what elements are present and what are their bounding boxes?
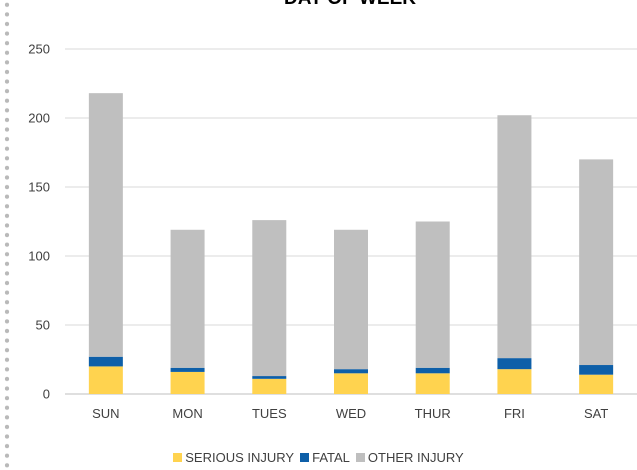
- bar-sat-serious-injury: [579, 374, 614, 394]
- x-tick-label: WED: [336, 406, 366, 421]
- bar-sat-other-injury: [579, 159, 614, 366]
- bar-tues-serious-injury: [252, 378, 287, 394]
- x-tick-label: FRI: [504, 406, 525, 421]
- bar-fri-serious-injury: [497, 369, 532, 394]
- legend-swatch: [173, 453, 183, 462]
- legend-item: SERIOUS INJURY: [173, 450, 294, 465]
- legend-label: FATAL: [312, 450, 350, 465]
- bar-mon-serious-injury: [170, 371, 205, 394]
- legend-label: SERIOUS INJURY: [185, 450, 295, 465]
- legend-label: OTHER INJURY: [367, 450, 464, 465]
- x-tick-label: SAT: [584, 406, 608, 421]
- bar-sun-fatal: [88, 356, 123, 367]
- x-tick-label: SUN: [92, 406, 119, 421]
- bar-mon-other-injury: [170, 229, 205, 368]
- y-tick-label: 250: [28, 42, 50, 57]
- y-tick-label: 50: [36, 318, 50, 333]
- bar-mon-fatal: [170, 367, 205, 372]
- bar-thur-fatal: [415, 367, 450, 374]
- x-tick-label: MON: [172, 406, 202, 421]
- bar-tues-fatal: [252, 376, 287, 379]
- x-tick-label: TUES: [252, 406, 287, 421]
- y-tick-label: 200: [28, 111, 50, 126]
- bar-tues-other-injury: [252, 220, 287, 377]
- bar-sun-other-injury: [88, 93, 123, 357]
- bar-thur-other-injury: [415, 221, 450, 368]
- bar-wed-fatal: [334, 369, 368, 374]
- bar-thur-serious-injury: [415, 373, 450, 394]
- bar-wed-serious-injury: [334, 373, 368, 394]
- legend-swatch: [300, 453, 310, 462]
- bar-sat-fatal: [579, 365, 614, 375]
- legend-item: OTHER INJURY: [355, 450, 464, 465]
- y-tick-label: 0: [43, 387, 50, 402]
- legend-swatch: [355, 453, 365, 462]
- legend-item: FATAL: [300, 450, 350, 465]
- bar-sun-serious-injury: [88, 366, 123, 394]
- dotted-border: [4, 0, 10, 470]
- y-tick-label: 150: [28, 180, 50, 195]
- y-tick-label: 100: [28, 249, 50, 264]
- bar-wed-other-injury: [334, 229, 368, 370]
- bar-fri-other-injury: [497, 115, 532, 359]
- x-tick-label: THUR: [415, 406, 451, 421]
- legend: SERIOUS INJURY FATAL OTHER INJURY: [0, 450, 637, 465]
- chart-title: DAY OF WEEK: [0, 0, 637, 10]
- bar-fri-fatal: [497, 358, 532, 370]
